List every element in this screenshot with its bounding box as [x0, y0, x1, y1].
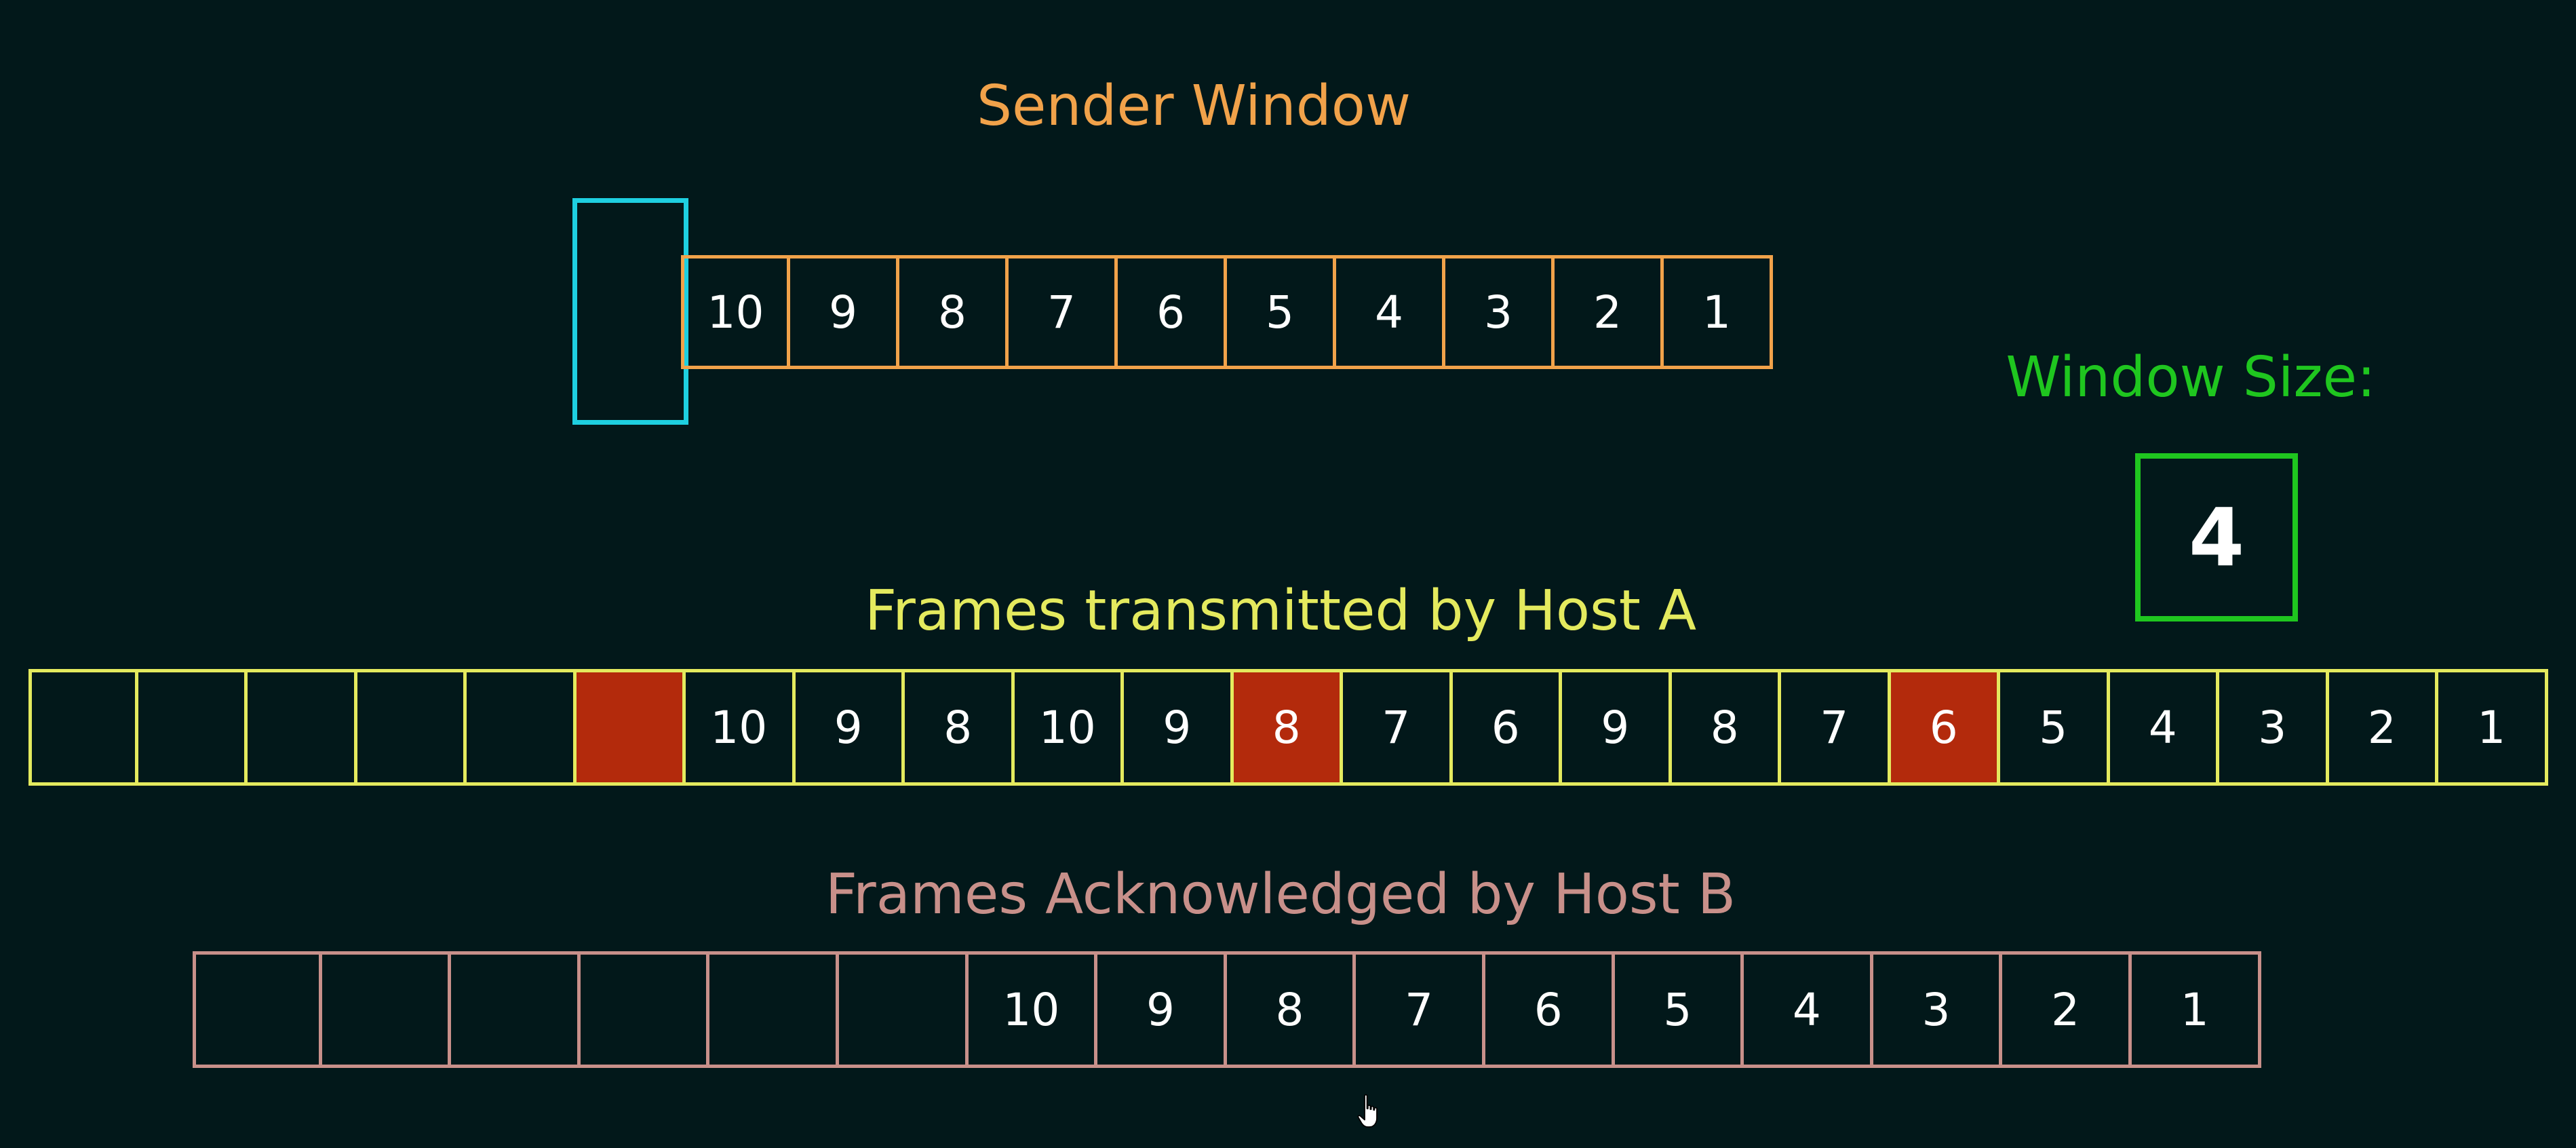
sender-frame-cell: 5: [1227, 255, 1336, 369]
hand-pointer-cursor-icon: [1357, 1094, 1378, 1128]
acknowledged-frame-cell: 9: [1097, 951, 1227, 1068]
transmitted-frame-cell: 6: [1452, 669, 1562, 786]
acknowledged-frame-cell: [580, 951, 710, 1068]
acknowledged-frame-cell: [321, 951, 452, 1068]
acknowledged-frame-cell: 8: [1226, 951, 1357, 1068]
sender-frame-cell: 6: [1118, 255, 1227, 369]
transmitted-frame-cell: 4: [2109, 669, 2219, 786]
sender-frame-cell: 1: [1664, 255, 1773, 369]
sender-frame-cell: 9: [790, 255, 899, 369]
sender-window-title: Sender Window: [976, 74, 1411, 138]
transmitted-frame-cell: 5: [2000, 669, 2110, 786]
acknowledged-frames-row: 10 9 8 7 6 5 4 3 2 1: [193, 951, 2261, 1068]
transmitted-frame-cell: 7: [1781, 669, 1891, 786]
acknowledged-frame-cell: 10: [968, 951, 1098, 1068]
transmitted-frame-cell: [28, 669, 138, 786]
transmitted-frame-cell: 8: [1671, 669, 1781, 786]
acknowledged-frame-cell: 2: [2002, 951, 2132, 1068]
sender-frame-cell: 10: [681, 255, 790, 369]
transmitted-frame-cell: 2: [2328, 669, 2438, 786]
acknowledged-frame-cell: [709, 951, 839, 1068]
acknowledged-frame-cell: [451, 951, 581, 1068]
transmitted-frame-cell: 1: [2438, 669, 2548, 786]
transmitted-frame-cell: [357, 669, 467, 786]
window-size-value-box: 4: [2135, 453, 2298, 621]
transmitted-frame-cell: [248, 669, 357, 786]
lost-frame-cell: 6: [1890, 669, 2000, 786]
acknowledged-frame-cell: [193, 951, 322, 1068]
acknowledged-frame-cell: 6: [1485, 951, 1615, 1068]
sender-frame-cell: 3: [1445, 255, 1555, 369]
acknowledged-frame-cell: 3: [1873, 951, 2003, 1068]
transmitted-frame-cell: 8: [905, 669, 1015, 786]
transmitted-frame-cell: 9: [1562, 669, 1672, 786]
acknowledged-frame-cell: 7: [1356, 951, 1485, 1068]
sender-window-frames: 10 9 8 7 6 5 4 3 2 1: [681, 255, 1773, 369]
lost-frame-cell: [576, 669, 686, 786]
acknowledged-frame-cell: 4: [1744, 951, 1873, 1068]
lost-frame-cell: 8: [1233, 669, 1343, 786]
transmitted-frame-cell: 10: [686, 669, 796, 786]
transmitted-frames-title: Frames transmitted by Host A: [864, 579, 1697, 643]
sender-frame-cell: 8: [899, 255, 1009, 369]
acknowledged-frame-cell: [838, 951, 969, 1068]
sliding-window-pointer: [572, 198, 688, 425]
sender-frame-cell: 2: [1555, 255, 1664, 369]
acknowledged-frames-title: Frames Acknowledged by Host B: [825, 862, 1736, 927]
window-size-label: Window Size:: [2006, 345, 2376, 410]
transmitted-frame-cell: [467, 669, 577, 786]
transmitted-frame-cell: 10: [1014, 669, 1124, 786]
sender-frame-cell: 7: [1009, 255, 1118, 369]
acknowledged-frame-cell: 5: [1614, 951, 1744, 1068]
transmitted-frame-cell: [138, 669, 248, 786]
sender-frame-cell: 4: [1336, 255, 1445, 369]
transmitted-frame-cell: 3: [2219, 669, 2329, 786]
transmitted-frames-row: 10 9 8 10 9 8 7 6 9 8 7 6 5 4 3 2 1: [28, 669, 2548, 786]
transmitted-frame-cell: 7: [1343, 669, 1453, 786]
transmitted-frame-cell: 9: [1124, 669, 1234, 786]
transmitted-frame-cell: 9: [795, 669, 905, 786]
acknowledged-frame-cell: 1: [2131, 951, 2261, 1068]
